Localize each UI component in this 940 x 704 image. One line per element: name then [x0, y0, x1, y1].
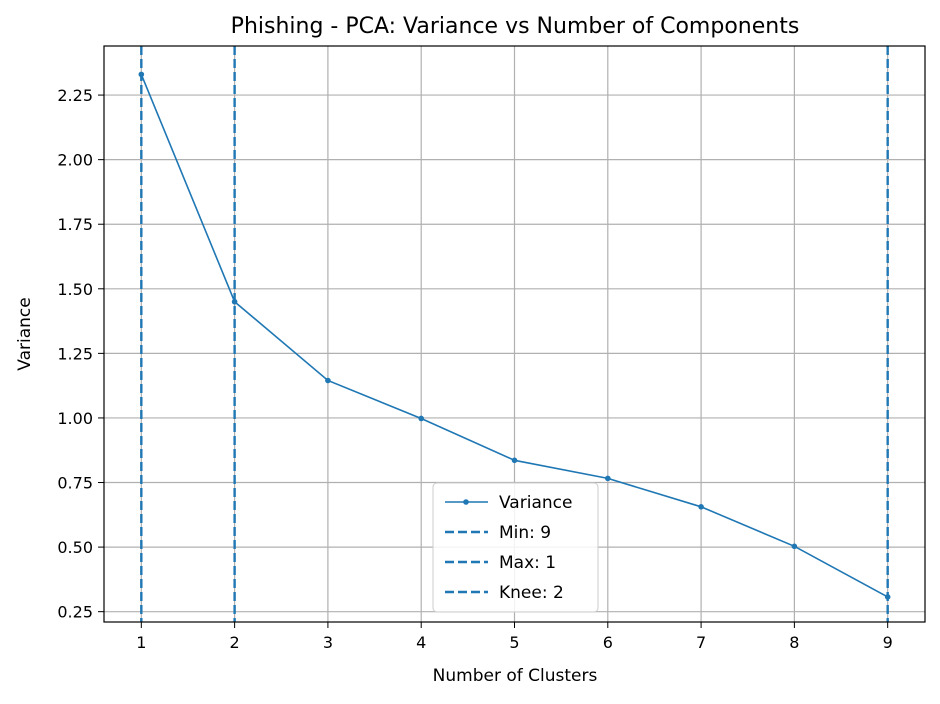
y-tick-label: 1.00: [57, 409, 93, 428]
x-tick-label: 2: [230, 633, 240, 652]
x-tick-label: 8: [789, 633, 799, 652]
chart-title: Phishing - PCA: Variance vs Number of Co…: [231, 14, 800, 39]
data-point: [138, 71, 145, 78]
reference-lines: [140, 46, 889, 622]
legend-label: Variance: [499, 493, 572, 513]
y-tick-label: 0.50: [57, 538, 93, 557]
y-tick-label: 1.75: [57, 215, 93, 234]
data-point: [698, 504, 704, 510]
y-axis-label: Variance: [15, 297, 35, 370]
x-axis-label: Number of Clusters: [433, 666, 598, 686]
data-point: [418, 415, 425, 422]
legend-label: Knee: 2: [499, 583, 564, 603]
legend-label: Min: 9: [499, 523, 551, 543]
axes: 1 2 3 4 5 6 7 8 9 0.25 0.50 0.75 1.00 1.25 1.50 1.75 2.0…: [57, 45, 926, 652]
y-tick-label: 2.25: [57, 86, 93, 105]
x-tick-label: 1: [136, 633, 146, 652]
data-point: [511, 457, 518, 464]
y-tick-label: 2.00: [57, 151, 93, 170]
legend-label: Max: 1: [499, 553, 556, 573]
data-point: [791, 543, 798, 550]
x-tick-label: 9: [883, 633, 893, 652]
y-tick-label: 0.75: [57, 474, 93, 493]
x-tick-label: 3: [323, 633, 333, 652]
series: [138, 71, 891, 600]
legend-marker: [463, 499, 469, 505]
x-tick-label: 5: [509, 633, 519, 652]
y-tick-label: 0.25: [57, 603, 93, 622]
x-tick-label: 7: [696, 633, 706, 652]
plot-frame: [103, 45, 926, 623]
data-point: [884, 594, 891, 600]
x-tick-label: 6: [603, 633, 613, 652]
legend-box: [432, 482, 599, 613]
grid: [104, 46, 925, 622]
legend: Variance Min: 9 Max: 1 Knee: 2: [432, 482, 599, 613]
data-point: [231, 298, 238, 305]
data-point: [604, 475, 611, 482]
data-point: [325, 377, 331, 384]
y-tick-label: 1.50: [57, 280, 93, 299]
y-tick-label: 1.25: [57, 344, 93, 363]
x-tick-label: 4: [416, 633, 426, 652]
